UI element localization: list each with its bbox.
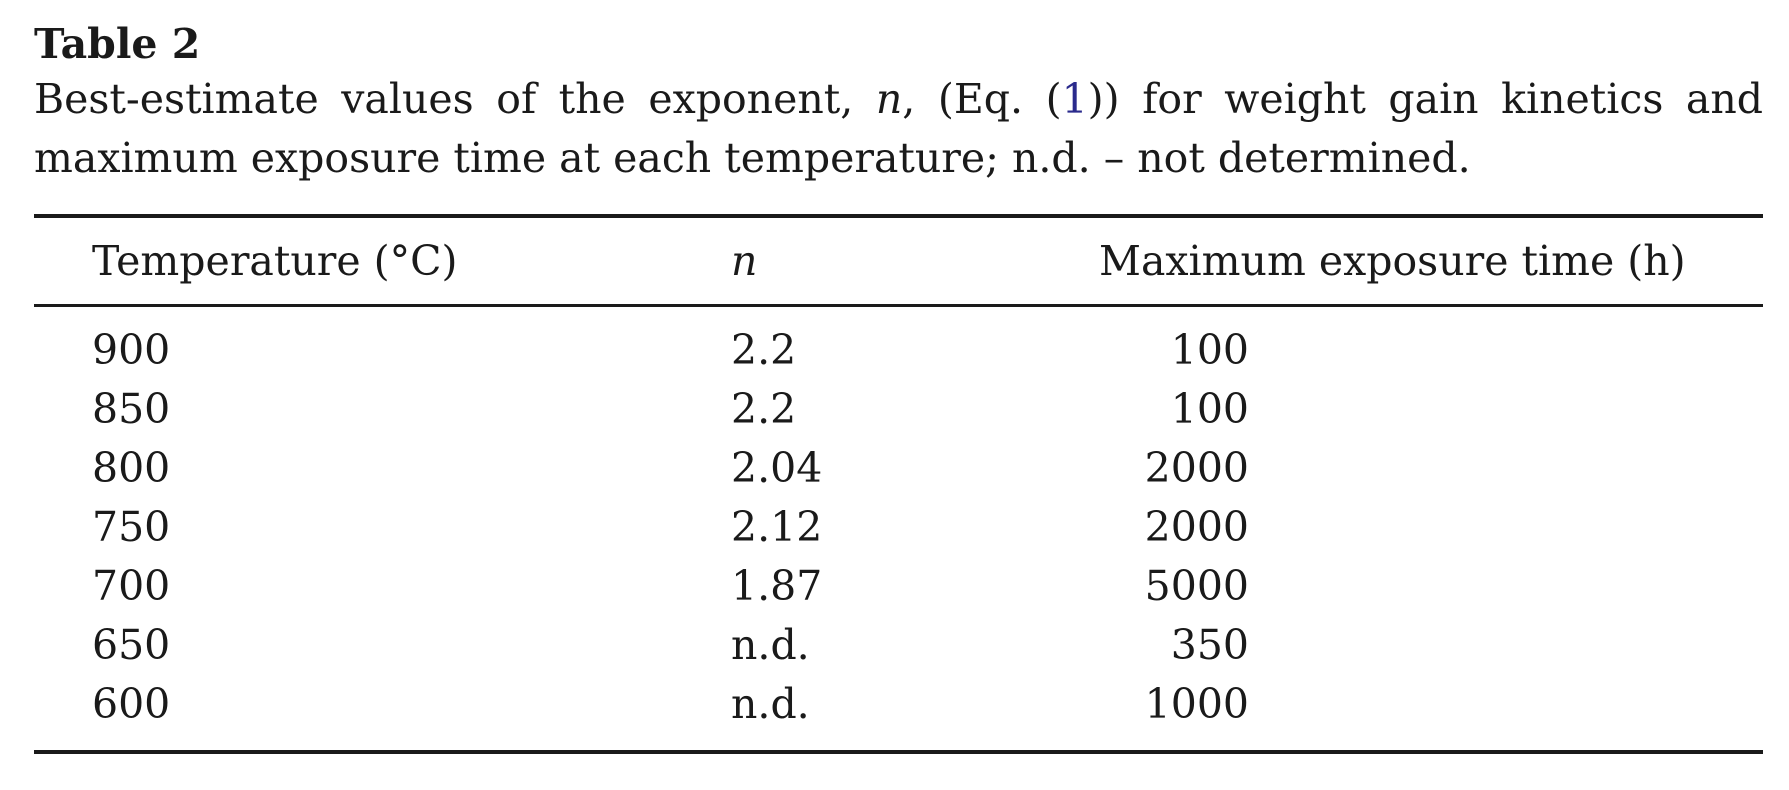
equation-reference-link[interactable]: 1 [1061,75,1088,123]
table-row: 800 2.04 2000 [34,439,1763,498]
cell-max-exposure-time: 100 [1170,385,1249,433]
cell-temperature: 600 [92,680,171,728]
header-n: n [731,237,758,285]
cell-n: 2.2 [731,385,797,433]
table-label: Table 2 [34,20,201,68]
table-caption: Best-estimate values of the exponent, n,… [34,70,1763,188]
caption-n-symbol: n [875,75,903,123]
cell-temperature: 900 [92,326,171,374]
header-max-exposure-time: Maximum exposure time (h) [1099,237,1686,285]
table-body: 900 2.2 100 850 2.2 100 800 2.04 2000 75… [34,307,1763,750]
cell-max-exposure-time: 1000 [1144,680,1249,728]
cell-temperature: 750 [92,503,171,551]
cell-temperature: 850 [92,385,171,433]
table-row: 600 n.d. 1000 [34,675,1763,734]
cell-n: 1.87 [731,562,823,610]
caption-text-3: )) for weight gain kinetics and maximum … [34,75,1764,182]
cell-n: 2.12 [731,503,823,551]
table-row: 700 1.87 5000 [34,557,1763,616]
header-temperature: Temperature (°C) [92,237,458,285]
table-header-rule [34,304,1763,307]
table-row: 650 n.d. 350 [34,616,1763,675]
cell-n: n.d. [731,621,810,669]
table-bottom-rule [34,750,1763,754]
cell-temperature: 800 [92,444,171,492]
cell-n: 2.04 [731,444,823,492]
cell-max-exposure-time: 350 [1170,621,1249,669]
table-row: 850 2.2 100 [34,380,1763,439]
cell-max-exposure-time: 100 [1170,326,1249,374]
cell-max-exposure-time: 5000 [1144,562,1249,610]
table-row: 750 2.12 2000 [34,498,1763,557]
table-figure: Table 2 Best-estimate values of the expo… [34,18,1763,754]
cell-temperature: 700 [92,562,171,610]
cell-temperature: 650 [92,621,171,669]
caption-text-1: Best-estimate values of the exponent, [34,75,876,123]
table-top-rule [34,214,1763,218]
cell-max-exposure-time: 2000 [1144,503,1249,551]
table-row: 900 2.2 100 [34,321,1763,380]
table-header-row: Temperature (°C) n Maximum exposure time… [34,218,1763,304]
caption-text-2: , (Eq. ( [902,75,1062,123]
cell-n: n.d. [731,680,810,728]
cell-n: 2.2 [731,326,797,374]
cell-max-exposure-time: 2000 [1144,444,1249,492]
